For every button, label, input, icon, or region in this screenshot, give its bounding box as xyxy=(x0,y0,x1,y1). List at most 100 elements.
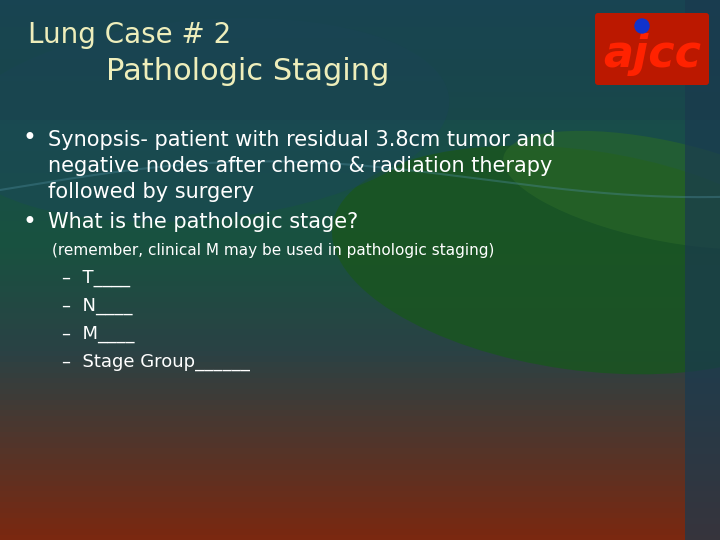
Polygon shape xyxy=(0,70,720,76)
Polygon shape xyxy=(0,297,720,302)
Text: Lung Case # 2: Lung Case # 2 xyxy=(28,21,231,49)
Polygon shape xyxy=(0,475,720,481)
Polygon shape xyxy=(0,443,720,448)
Polygon shape xyxy=(0,497,720,502)
Polygon shape xyxy=(0,265,720,270)
Ellipse shape xyxy=(0,18,449,222)
Polygon shape xyxy=(0,270,720,275)
Polygon shape xyxy=(0,313,720,319)
Polygon shape xyxy=(0,59,720,65)
Polygon shape xyxy=(0,151,720,157)
Polygon shape xyxy=(0,43,720,49)
Polygon shape xyxy=(0,491,720,497)
Polygon shape xyxy=(0,76,720,81)
Polygon shape xyxy=(0,281,720,286)
Text: –  N____: – N____ xyxy=(62,297,132,315)
Polygon shape xyxy=(0,16,720,22)
Polygon shape xyxy=(0,108,720,113)
Polygon shape xyxy=(0,513,720,518)
Polygon shape xyxy=(0,275,720,281)
Polygon shape xyxy=(0,416,720,421)
Ellipse shape xyxy=(503,131,720,249)
Polygon shape xyxy=(0,189,720,194)
Polygon shape xyxy=(0,216,720,221)
Text: What is the pathologic stage?: What is the pathologic stage? xyxy=(48,212,359,232)
Polygon shape xyxy=(0,286,720,292)
Circle shape xyxy=(635,19,649,33)
Polygon shape xyxy=(0,162,720,167)
Polygon shape xyxy=(0,124,720,130)
Text: –  Stage Group______: – Stage Group______ xyxy=(62,353,250,371)
Polygon shape xyxy=(0,319,720,324)
Polygon shape xyxy=(0,427,720,432)
Polygon shape xyxy=(0,227,720,232)
Polygon shape xyxy=(0,292,720,297)
Polygon shape xyxy=(0,340,720,346)
Polygon shape xyxy=(0,86,720,92)
Polygon shape xyxy=(0,524,720,529)
Polygon shape xyxy=(0,432,720,437)
Polygon shape xyxy=(0,103,720,108)
Polygon shape xyxy=(0,459,720,464)
Polygon shape xyxy=(0,448,720,454)
Text: followed by surgery: followed by surgery xyxy=(48,182,254,202)
Polygon shape xyxy=(0,535,720,540)
Polygon shape xyxy=(0,238,720,243)
Polygon shape xyxy=(0,259,720,265)
Polygon shape xyxy=(0,113,720,119)
Text: –  M____: – M____ xyxy=(62,325,135,343)
Polygon shape xyxy=(0,464,720,470)
Polygon shape xyxy=(0,49,720,54)
Polygon shape xyxy=(0,22,720,27)
Polygon shape xyxy=(0,146,720,151)
Polygon shape xyxy=(0,232,720,238)
Polygon shape xyxy=(0,302,720,308)
Text: •: • xyxy=(22,126,36,150)
Polygon shape xyxy=(0,38,720,43)
Polygon shape xyxy=(0,200,720,205)
Polygon shape xyxy=(0,486,720,491)
Polygon shape xyxy=(0,65,720,70)
Polygon shape xyxy=(0,27,720,32)
Polygon shape xyxy=(0,157,720,162)
Polygon shape xyxy=(0,135,720,140)
Polygon shape xyxy=(0,130,720,135)
Polygon shape xyxy=(0,378,720,383)
Polygon shape xyxy=(0,389,720,394)
Polygon shape xyxy=(0,481,720,486)
Polygon shape xyxy=(0,508,720,513)
Polygon shape xyxy=(0,351,720,356)
Polygon shape xyxy=(0,394,720,400)
Text: (remember, clinical M may be used in pathologic staging): (remember, clinical M may be used in pat… xyxy=(52,242,495,258)
Polygon shape xyxy=(0,194,720,200)
Polygon shape xyxy=(0,119,720,124)
Polygon shape xyxy=(0,205,720,211)
Polygon shape xyxy=(0,356,720,362)
Polygon shape xyxy=(0,324,720,329)
Polygon shape xyxy=(0,502,720,508)
Text: ajcc: ajcc xyxy=(603,32,701,76)
Polygon shape xyxy=(0,81,720,86)
Polygon shape xyxy=(0,173,720,178)
Polygon shape xyxy=(0,211,720,216)
Polygon shape xyxy=(0,346,720,351)
Polygon shape xyxy=(0,140,720,146)
Polygon shape xyxy=(0,362,720,367)
Polygon shape xyxy=(0,400,720,405)
Polygon shape xyxy=(0,518,720,524)
Polygon shape xyxy=(0,0,720,120)
Text: negative nodes after chemo & radiation therapy: negative nodes after chemo & radiation t… xyxy=(48,156,552,176)
Polygon shape xyxy=(0,32,720,38)
Polygon shape xyxy=(0,373,720,378)
Polygon shape xyxy=(0,221,720,227)
FancyBboxPatch shape xyxy=(595,13,709,85)
Polygon shape xyxy=(0,410,720,416)
Text: Synopsis- patient with residual 3.8cm tumor and: Synopsis- patient with residual 3.8cm tu… xyxy=(48,130,556,150)
Polygon shape xyxy=(0,54,720,59)
Polygon shape xyxy=(0,178,720,184)
Polygon shape xyxy=(0,92,720,97)
Polygon shape xyxy=(0,421,720,427)
Polygon shape xyxy=(0,405,720,410)
Polygon shape xyxy=(0,97,720,103)
Polygon shape xyxy=(0,367,720,373)
